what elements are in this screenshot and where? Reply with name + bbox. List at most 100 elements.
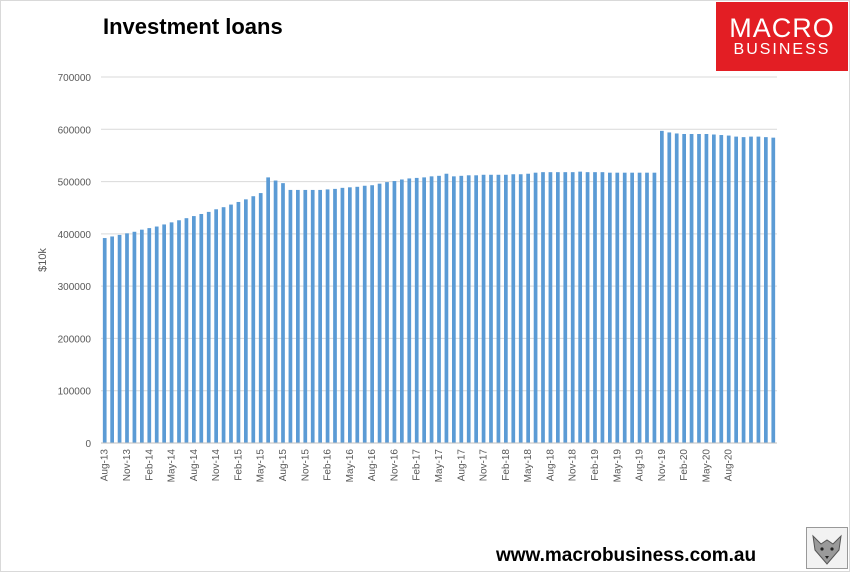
- bar: [474, 175, 478, 443]
- bar: [489, 174, 493, 443]
- bar: [258, 193, 263, 443]
- bar: [303, 189, 308, 443]
- bar: [674, 133, 679, 443]
- bar: [541, 172, 545, 443]
- logo-line-1: MACRO: [729, 13, 835, 43]
- bar: [630, 172, 634, 443]
- bar: [652, 172, 657, 443]
- bar: [273, 180, 278, 444]
- y-tick-label: 300000: [58, 282, 92, 293]
- bar: [645, 172, 649, 443]
- bar: [229, 204, 233, 443]
- bar: [526, 173, 530, 443]
- x-tick-label: Feb-14: [144, 449, 155, 481]
- x-tick-label: Aug-15: [278, 449, 289, 482]
- bar: [437, 175, 441, 443]
- y-tick-label: 400000: [58, 230, 92, 241]
- bar: [608, 172, 612, 443]
- bar: [140, 229, 144, 443]
- bar: [511, 174, 516, 443]
- x-tick-label: Feb-18: [501, 449, 512, 481]
- x-tick-label: Feb-15: [233, 449, 244, 481]
- bar: [154, 226, 159, 443]
- logo-line-2: BUSINESS: [733, 41, 831, 58]
- chart-title: Investment loans: [103, 14, 283, 39]
- x-tick-label: May-16: [345, 449, 356, 483]
- bar: [147, 228, 152, 443]
- y-tick-label: 500000: [58, 178, 92, 189]
- website-url: www.macrobusiness.com.au: [496, 545, 757, 566]
- bar: [771, 137, 776, 443]
- bar: [244, 199, 248, 443]
- y-tick-label: 700000: [58, 73, 92, 84]
- bar: [496, 174, 501, 443]
- bar: [281, 183, 285, 443]
- bar: [444, 173, 449, 443]
- bar: [414, 177, 419, 443]
- bar: [251, 196, 256, 443]
- bar: [296, 189, 300, 443]
- bar: [355, 186, 360, 444]
- macrobusiness-logo: MACRO BUSINESS: [716, 2, 848, 71]
- bar: [370, 185, 374, 443]
- bar: [689, 133, 694, 443]
- bar: [556, 172, 560, 443]
- bar: [362, 185, 367, 444]
- bar: [400, 179, 404, 444]
- bar: [325, 189, 330, 443]
- bar: [310, 189, 315, 443]
- bar: [459, 175, 464, 443]
- x-tick-label: Aug-14: [189, 449, 200, 482]
- bar: [125, 233, 129, 443]
- x-tick-label: Nov-16: [389, 449, 400, 482]
- bar: [481, 174, 486, 443]
- x-tick-label: Nov-15: [300, 449, 311, 482]
- y-tick-label: 0: [85, 439, 91, 450]
- bar: [615, 172, 620, 443]
- bar: [533, 172, 538, 443]
- x-tick-label: Aug-17: [456, 449, 467, 482]
- x-tick-label: Aug-13: [100, 449, 111, 482]
- bar: [749, 136, 753, 443]
- bar: [756, 136, 761, 443]
- bar: [184, 218, 189, 443]
- bar: [578, 171, 582, 443]
- bar: [236, 201, 241, 443]
- x-tick-label: Aug-16: [367, 449, 378, 482]
- bar: [429, 176, 434, 444]
- bar: [340, 187, 345, 443]
- bar: [667, 132, 672, 443]
- bar: [719, 135, 724, 443]
- x-tick-label: Aug-18: [545, 449, 556, 482]
- y-axis-label: $10k: [37, 248, 49, 272]
- bar: [266, 177, 270, 444]
- x-tick-label: Nov-19: [657, 449, 668, 482]
- bar: [288, 189, 293, 443]
- bar: [162, 224, 166, 443]
- bar: [548, 172, 553, 443]
- bar: [206, 211, 211, 443]
- x-tick-label: Feb-17: [412, 449, 423, 481]
- bar: [392, 181, 397, 443]
- x-tick-label: Feb-20: [679, 449, 690, 481]
- bar: [318, 189, 322, 443]
- bar: [452, 176, 456, 444]
- bar: [385, 182, 389, 443]
- bar: [422, 177, 426, 444]
- bar: [110, 236, 114, 443]
- x-tick-label: Nov-13: [122, 449, 133, 482]
- bar: [348, 187, 352, 443]
- bar: [117, 234, 122, 443]
- bar: [221, 207, 226, 443]
- bar: [622, 172, 627, 443]
- bar: [177, 220, 181, 443]
- x-tick-label: May-15: [256, 449, 267, 483]
- y-tick-label: 600000: [58, 125, 92, 136]
- x-tick-label: May-18: [523, 449, 534, 483]
- bar: [600, 172, 605, 443]
- bar: [132, 231, 137, 443]
- x-tick-label: Feb-16: [323, 449, 334, 481]
- x-tick-label: Aug-19: [635, 449, 646, 482]
- bar: [726, 135, 731, 443]
